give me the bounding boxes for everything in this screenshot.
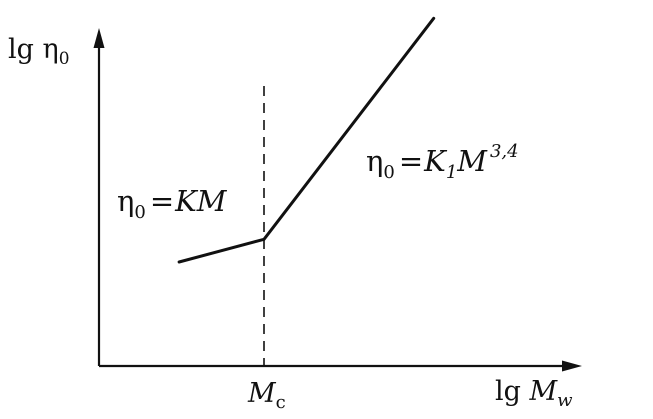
x-axis-label-sub: w	[557, 390, 573, 411]
y-axis-label-sub: 0	[59, 49, 70, 69]
y-axis-label-base: lg η	[8, 34, 59, 65]
annotation-high-regime: η0 =K1M 3,4	[366, 141, 519, 183]
annotation-high-k: K	[423, 144, 448, 178]
annotation-high-exp: 3,4	[490, 141, 519, 162]
annotation-high-k-sub: 1	[446, 162, 457, 183]
critical-mass-label-var: M	[247, 378, 277, 409]
y-axis-label: lg η0	[8, 34, 70, 69]
series-line	[177, 16, 436, 264]
annotation-low-sub: 0	[134, 202, 145, 223]
annotation-low-eta: η	[117, 184, 134, 218]
annotation-low-regime: η0 =KM	[117, 184, 228, 223]
critical-mass-label-sub: c	[276, 392, 286, 413]
annotation-high-eta: η	[366, 144, 383, 178]
annotation-high-m: M	[456, 144, 488, 178]
x-axis-arrow	[562, 360, 582, 372]
y-axis-arrow	[93, 28, 105, 48]
x-axis-label-base: lg	[495, 376, 530, 407]
x-axis-label: lg Mw	[495, 376, 573, 411]
annotation-low-eq: =	[150, 184, 174, 218]
annotation-high-sub: 0	[383, 162, 394, 183]
annotation-low-rhs: KM	[174, 184, 228, 218]
critical-mass-label: Mc	[247, 378, 286, 413]
x-axis-label-var: M	[529, 376, 559, 407]
annotation-high-eq: =	[399, 144, 423, 178]
